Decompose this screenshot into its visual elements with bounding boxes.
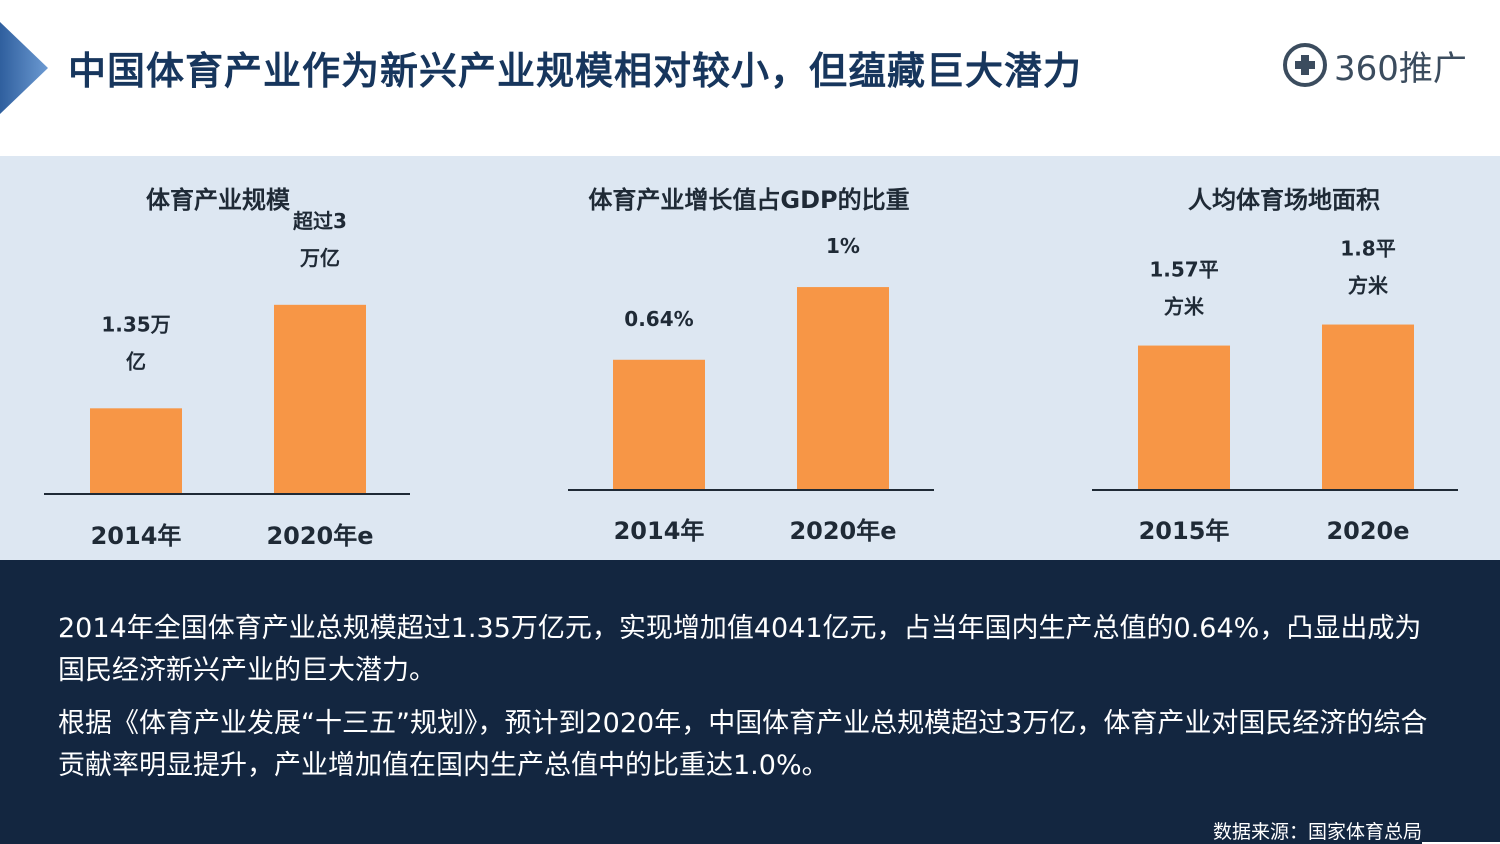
header: 中国体育产业作为新兴产业规模相对较小，但蕴藏巨大潜力 360推广 bbox=[0, 0, 1500, 156]
summary-paragraph: 2014年全国体育产业总规模超过1.35万亿元，实现增加值4041亿元，占当年国… bbox=[58, 613, 1422, 686]
data-label: 0.64% bbox=[624, 307, 693, 331]
chart-gdp-share: 体育产业增长值占GDP的比重 0.64% 2014年 1% 2020年e bbox=[565, 156, 945, 560]
chart-title: 体育产业增长值占GDP的比重 bbox=[588, 186, 910, 214]
category-label: 2015年 bbox=[1139, 517, 1230, 545]
bar bbox=[1138, 345, 1230, 489]
category-label: 2014年 bbox=[91, 522, 182, 550]
data-label: 1.57平 bbox=[1149, 258, 1218, 282]
bar bbox=[274, 304, 366, 493]
category-label: 2020年e bbox=[789, 517, 896, 545]
page-title: 中国体育产业作为新兴产业规模相对较小，但蕴藏巨大潜力 bbox=[68, 49, 1083, 93]
data-label: 1.35万 bbox=[101, 312, 170, 336]
charts-band: 体育产业规模 1.35万亿 2014年 超过3 万亿 2020年e 体育产业增长值占GD… bbox=[0, 156, 1500, 560]
data-label: 超过3 bbox=[292, 209, 347, 233]
chart-venue-area: 人均体育场地面积 1.57平方米 2015年 1.8平方米 2020e bbox=[1090, 156, 1470, 560]
header-arrow-icon bbox=[0, 22, 48, 114]
chart-title: 体育产业规模 bbox=[146, 186, 290, 214]
data-label: 方米 bbox=[1348, 274, 1389, 298]
category-label: 2020年e bbox=[266, 522, 373, 550]
data-source: 数据来源：国家体育总局 bbox=[1212, 821, 1422, 843]
summary-panel: 2014年全国体育产业总规模超过1.35万亿元，实现增加值4041亿元，占当年国… bbox=[0, 560, 1500, 844]
bar bbox=[613, 359, 705, 489]
data-label: 万亿 bbox=[299, 246, 340, 270]
data-label: 亿 bbox=[126, 349, 146, 373]
category-label: 2014年 bbox=[614, 517, 705, 545]
source-underline bbox=[1422, 842, 1500, 844]
bar bbox=[1322, 324, 1414, 489]
chart-industry-scale: 体育产业规模 1.35万亿 2014年 超过3 万亿 2020年e bbox=[40, 156, 420, 560]
data-label: 1% bbox=[826, 234, 860, 258]
data-label: 1.8平 bbox=[1340, 237, 1395, 261]
chart-svg: 0.64% 2014年 1% 2020年e bbox=[568, 234, 934, 545]
logo-text: 360推广 bbox=[1334, 48, 1467, 89]
logo: 360推广 bbox=[1282, 40, 1467, 90]
bar bbox=[797, 287, 889, 489]
bar bbox=[90, 408, 182, 493]
summary-paragraph: 根据《体育产业发展“十三五”规划》，预计到2020年，中国体育产业总规模超过3万… bbox=[58, 708, 1428, 781]
data-label: 方米 bbox=[1164, 295, 1205, 319]
plus-circle-icon bbox=[1283, 43, 1327, 87]
category-label: 2020e bbox=[1326, 517, 1409, 545]
chart-title: 人均体育场地面积 bbox=[1188, 186, 1380, 214]
chart-svg: 1.35万亿 2014年 超过3 万亿 2020年e bbox=[44, 209, 410, 550]
